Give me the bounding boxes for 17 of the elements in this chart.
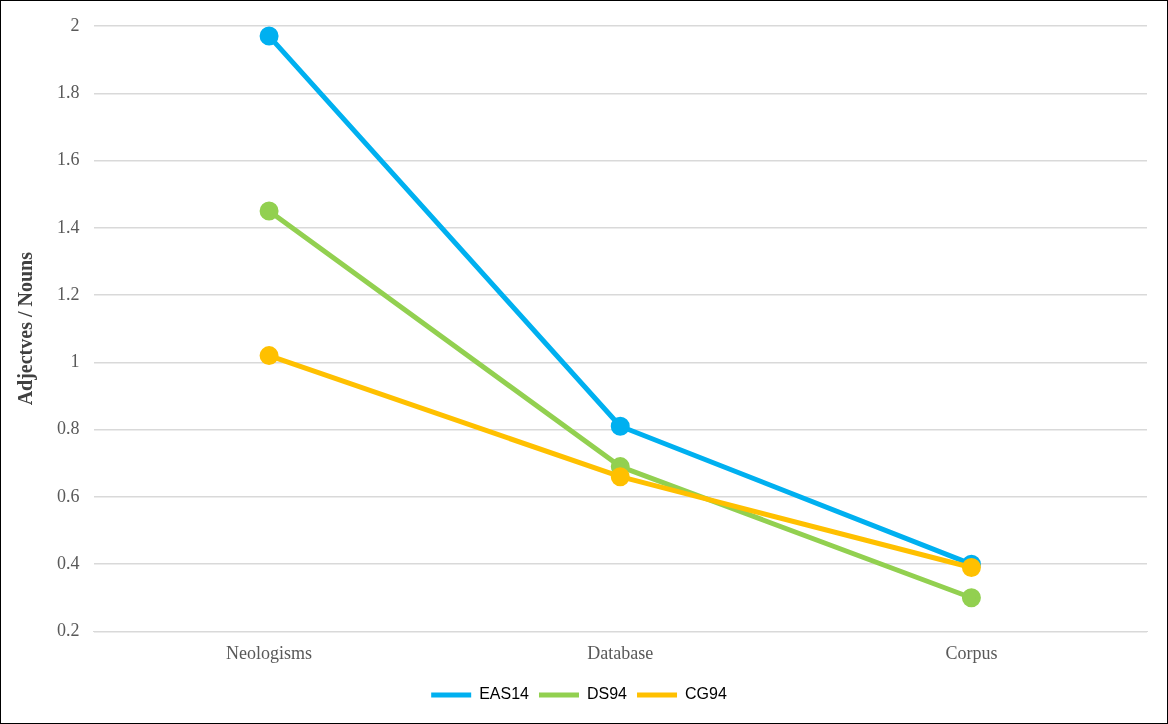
x-tick-label: Database: [587, 642, 654, 663]
y-tick-label: 1.2: [57, 283, 80, 304]
y-tick-label: 1.6: [57, 149, 80, 170]
y-tick-label: 1: [70, 351, 80, 372]
y-tick-label: 2: [70, 14, 80, 35]
x-tick-label: Corpus: [945, 642, 998, 663]
y-tick-label: 1.4: [57, 216, 80, 237]
legend-label: DS94: [587, 685, 628, 703]
y-axis-title: Adjectves / Nouns: [14, 251, 38, 406]
legend-label: EAS14: [479, 685, 530, 703]
y-tick-label: 0.8: [57, 418, 80, 439]
x-tick-label: Neologisms: [226, 642, 313, 663]
y-tick-label: 0.4: [57, 552, 80, 573]
y-tick-label: 0.6: [57, 485, 80, 506]
legend-label: CG94: [685, 685, 727, 703]
y-tick-label: 0.2: [57, 620, 80, 641]
y-tick-label: 1.8: [57, 82, 80, 102]
